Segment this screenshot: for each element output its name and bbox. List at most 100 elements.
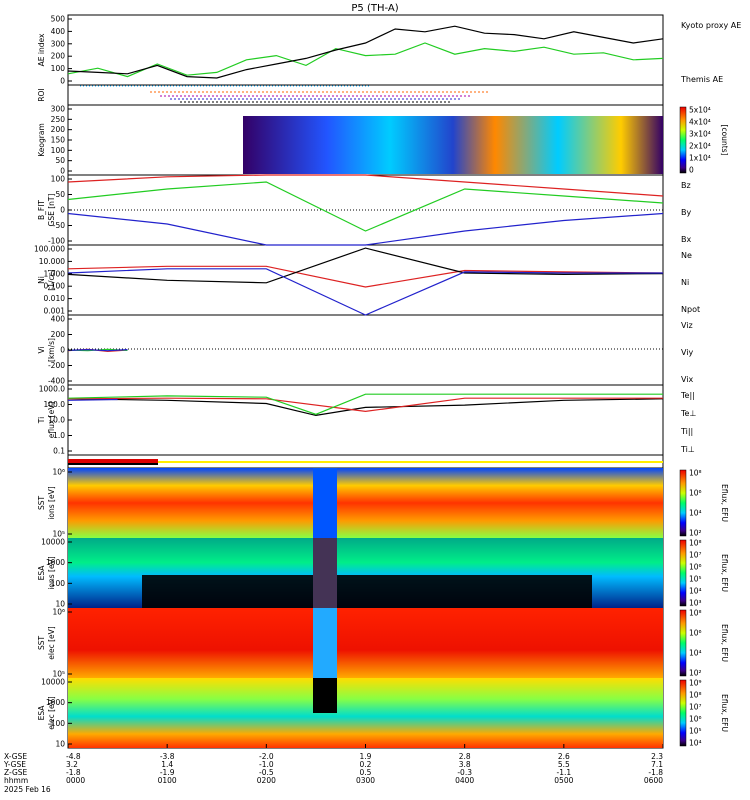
keogram-colorbar xyxy=(679,106,687,174)
time-z-gse-label: -1.8 xyxy=(66,768,81,777)
time-y-gse-label: 3.2 xyxy=(66,760,78,769)
esa_elec-colorbar-tick: 10⁷ xyxy=(689,703,702,712)
velocity-ylabel: Vi xyxy=(37,346,46,353)
ae-ytick: 100 xyxy=(51,64,66,73)
temperature-legend-0: Te|| xyxy=(680,391,695,400)
density-ytick: 1.000 xyxy=(44,269,66,278)
density-legend-0: Ne xyxy=(681,251,692,260)
sst_elec-ytick: 10⁶ xyxy=(52,608,65,617)
sst_ions-ytick: 10⁵ xyxy=(52,530,65,539)
keogram-colorbar-tick: 2x10⁴ xyxy=(689,142,711,151)
keogram-ytick: 50 xyxy=(55,156,65,165)
bfield-ytick: -50 xyxy=(53,221,65,230)
esa_ions-ytick: 1000 xyxy=(46,558,65,567)
temperature-ylabel: Ti xyxy=(37,417,46,424)
keogram-colorbar-tick: 0 xyxy=(689,166,694,175)
esa_ions-colorbar-tick: 10⁷ xyxy=(689,551,702,560)
density-ytick: 0.001 xyxy=(44,307,66,316)
sst-ions-spectrogram xyxy=(68,468,663,538)
temperature-ytick: 10.0 xyxy=(48,416,65,425)
bfield-ytick: 50 xyxy=(55,190,65,199)
esa_elec-ytick: 10000 xyxy=(41,678,65,687)
sst_ions-colorbar-tick: 10² xyxy=(689,529,702,538)
temperature-series-0 xyxy=(67,398,664,417)
time-hhmm-label: 0500 xyxy=(554,776,573,785)
velocity-ytick: 0 xyxy=(60,346,65,355)
ae-ytick: 200 xyxy=(51,52,66,61)
esa_elec-colorbar-tick: 10⁹ xyxy=(689,679,702,688)
esa_elec-ytick: 1000 xyxy=(46,698,65,707)
keogram-colorbar-tick: 5x10⁴ xyxy=(689,106,711,115)
time-hhmm-label: 0400 xyxy=(455,776,474,785)
sst_elec-ylabel: SST xyxy=(37,636,46,651)
time-y-gse-label: 3.8 xyxy=(459,760,471,769)
velocity-series-2 xyxy=(67,348,128,352)
time-x-gse-label: 1.9 xyxy=(360,752,372,761)
row-label-hhmm: hhmm xyxy=(4,776,28,785)
time-z-gse-label: -1.8 xyxy=(648,768,663,777)
sst_ions-colorbar-tick: 10⁶ xyxy=(689,489,702,498)
time-x-gse-label: -4.8 xyxy=(66,752,81,761)
bfield-ytick: 0 xyxy=(60,206,65,215)
bfield-ytick: 100 xyxy=(51,175,66,184)
bfield-yunit: GSE [nT] xyxy=(47,193,56,226)
esa_elec-ylabel: ESA xyxy=(37,705,46,721)
velocity-legend-0: Viz xyxy=(681,321,693,330)
esa_elec-ytick: 100 xyxy=(51,719,66,728)
keogram-image xyxy=(243,116,663,174)
row-label-x: X-GSE xyxy=(4,752,27,761)
esa_ions-colorbar-tick: 10⁶ xyxy=(689,563,702,572)
keogram-ytick: 200 xyxy=(51,125,66,134)
time-hhmm-label: 0600 xyxy=(644,776,663,785)
esa_ions-colorbar-tick: 10³ xyxy=(689,599,702,608)
time-x-gse-label: 2.6 xyxy=(558,752,570,761)
velocity-ytick: 200 xyxy=(51,330,66,339)
panel-frame-temperature xyxy=(67,384,664,456)
ae-legend-1: Themis AE xyxy=(680,75,723,84)
sst_ions-colorbar xyxy=(679,469,687,537)
esa-ions-dark-band xyxy=(142,575,592,608)
esa_elec-colorbar xyxy=(679,679,687,747)
esa_ions-colorbar-label: Eflux, EFU xyxy=(720,554,729,592)
sst_ions-colorbar-label: Eflux, EFU xyxy=(720,484,729,522)
ae-ytick: 300 xyxy=(51,39,66,48)
ae-ylabel: AE index xyxy=(37,33,46,66)
time-z-gse-label: -1.9 xyxy=(160,768,175,777)
row-label-y: Y-GSE xyxy=(3,760,26,769)
sst_ions-colorbar-tick: 10⁸ xyxy=(689,469,702,478)
esa-elec-gap xyxy=(313,678,337,713)
temperature-ytick: 0.1 xyxy=(53,447,65,456)
keogram-ytick: 150 xyxy=(51,136,66,145)
sst-ions-gap xyxy=(313,468,337,538)
plot-title: P5 (TH-A) xyxy=(351,3,398,14)
bfield-legend-0: Bz xyxy=(681,181,691,190)
ae-ytick: 500 xyxy=(51,15,66,24)
time-z-gse-label: -0.5 xyxy=(259,768,274,777)
sst_elec-colorbar xyxy=(679,609,687,677)
bfield-ytick: -100 xyxy=(48,237,65,246)
density-legend-2: Npot xyxy=(681,305,700,314)
sst_elec-colorbar-label: Eflux, EFU xyxy=(720,624,729,662)
density-series-0 xyxy=(67,265,664,288)
temperature-legend-1: Te⊥ xyxy=(680,409,696,418)
keogram-ytick: 250 xyxy=(51,115,66,124)
temperature-yunit: eflux [eV] xyxy=(47,402,56,439)
ae-legend-0: Kyoto proxy AE xyxy=(681,21,741,30)
esa_ions-colorbar-tick: 10⁵ xyxy=(689,575,702,584)
mode-bar-black xyxy=(68,463,158,465)
keogram-ytick: 300 xyxy=(51,105,66,114)
keogram-ylabel: Keogram xyxy=(37,123,46,157)
sst_elec-yunit: elec [eV] xyxy=(47,626,56,659)
esa_elec-colorbar-tick: 10⁵ xyxy=(689,727,702,736)
time-z-gse-label: -0.3 xyxy=(457,768,472,777)
roi-ylabel: ROI xyxy=(37,88,46,101)
keogram-colorbar-tick: 3x10⁴ xyxy=(689,130,711,139)
mode-bar-yellow xyxy=(158,461,663,463)
keogram-colorbar-label: [counts] xyxy=(720,125,729,156)
velocity-legend-1: Viy xyxy=(681,348,694,357)
time-z-gse-label: 0.5 xyxy=(360,768,372,777)
ae-series-1 xyxy=(67,25,664,79)
temperature-legend-3: Ti⊥ xyxy=(680,445,695,454)
time-y-gse-label: 7.1 xyxy=(651,760,663,769)
esa_ions-colorbar xyxy=(679,539,687,607)
